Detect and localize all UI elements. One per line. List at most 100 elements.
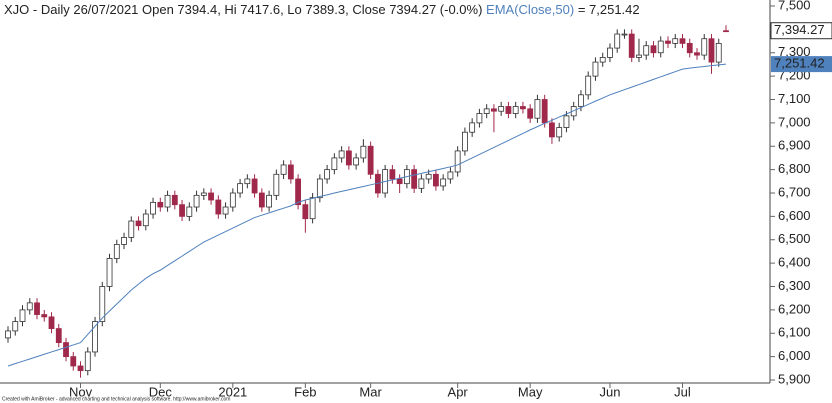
- candle-body: [578, 94, 584, 107]
- candle-body: [150, 201, 156, 215]
- candle-body: [128, 220, 135, 238]
- candle-body: [628, 33, 635, 58]
- candle-body: [324, 169, 331, 180]
- candle-body: [84, 351, 91, 372]
- candle-body: [541, 99, 548, 124]
- y-tick-label: 6,000: [778, 348, 811, 363]
- candle-body: [41, 314, 48, 318]
- ema-line: [7, 63, 727, 367]
- candle-body: [171, 194, 178, 206]
- candle-body: [229, 192, 236, 208]
- candle-body: [338, 150, 345, 159]
- legend-entry: EMA(Close,50): [486, 2, 574, 17]
- legend-value: = 7,251.42: [578, 2, 640, 17]
- candle-body: [287, 164, 294, 180]
- candle-body: [636, 54, 642, 58]
- candle-body: [476, 113, 483, 124]
- candle-body: [215, 199, 222, 215]
- candle-body: [411, 169, 418, 189]
- y-tick-label: 6,300: [778, 278, 811, 293]
- candle-body: [549, 122, 555, 138]
- candle-body: [418, 178, 425, 189]
- candle-body: [331, 157, 338, 171]
- candle-body: [157, 201, 164, 208]
- candle-body: [302, 204, 309, 220]
- candle-body: [353, 157, 360, 166]
- candle-body: [295, 178, 302, 206]
- candle-body: [469, 122, 476, 133]
- candle-body: [12, 321, 19, 332]
- candle-body: [563, 115, 570, 128]
- candle-body: [222, 206, 229, 215]
- candle-body: [200, 192, 207, 196]
- candle-body: [34, 302, 40, 315]
- candle-body: [186, 206, 193, 217]
- candle-body: [367, 145, 374, 175]
- last-value-label: 7,251.42: [774, 56, 825, 71]
- candle-body: [708, 38, 715, 63]
- x-tick-label: Nov: [69, 384, 93, 399]
- candle-body: [48, 316, 55, 329]
- candle-body: [599, 57, 606, 63]
- candle-body: [251, 178, 258, 194]
- y-tick-label: 6,700: [778, 184, 811, 199]
- candle-body: [585, 75, 592, 96]
- y-tick-label: 5,900: [778, 371, 811, 386]
- last-value-box: [771, 56, 832, 73]
- y-tick-label: 6,900: [778, 138, 811, 153]
- y-tick-label: 6,800: [778, 161, 811, 176]
- candle-body: [672, 38, 679, 44]
- y-tick-label: 7,100: [778, 91, 811, 106]
- x-tick-label: Mar: [359, 384, 382, 399]
- y-tick-label: 6,500: [778, 231, 811, 246]
- candle-body: [462, 131, 468, 152]
- candle-body: [142, 213, 149, 227]
- candle-body: [121, 237, 127, 245]
- candle-body: [389, 169, 396, 180]
- x-tick-label: 2021: [218, 384, 247, 399]
- y-tick-label: 6,400: [778, 255, 811, 270]
- candle-body: [208, 192, 214, 201]
- candle-body: [258, 192, 265, 208]
- candle-body: [432, 173, 439, 187]
- candle-body: [106, 258, 113, 287]
- candle-body: [273, 173, 280, 196]
- candle-body: [135, 220, 142, 227]
- candle-body: [63, 342, 69, 358]
- candle-body: [665, 40, 671, 44]
- candle-body: [280, 164, 287, 175]
- candle-body: [99, 286, 106, 322]
- title-text: XJO - Daily 26/07/2021 Open 7394.4, Hi 7…: [4, 2, 482, 17]
- candle-body: [454, 150, 461, 173]
- candle-body: [92, 321, 98, 353]
- candle-body: [483, 108, 490, 114]
- candle-body: [77, 365, 84, 372]
- y-tick-label: 6,200: [778, 301, 811, 316]
- candle-body: [179, 204, 185, 217]
- y-tick-label: 7,000: [778, 114, 811, 129]
- candle-body: [19, 309, 26, 322]
- candle-body: [701, 38, 708, 56]
- candle-body: [26, 302, 33, 311]
- x-tick-label: May: [518, 384, 543, 399]
- candle-body: [723, 30, 729, 33]
- x-tick-label: Apr: [448, 384, 469, 399]
- candle-body: [520, 106, 526, 110]
- x-tick-label: Feb: [294, 384, 316, 399]
- x-tick-label: Jul: [674, 384, 691, 399]
- y-tick-label: 6,100: [778, 325, 811, 340]
- candle-body: [527, 108, 534, 119]
- y-tick-label: 6,600: [778, 208, 811, 223]
- close-label: 7,394.27: [774, 22, 825, 37]
- candle-body: [556, 127, 563, 138]
- candle-body: [534, 99, 541, 119]
- candle-body: [309, 197, 316, 220]
- candle-body: [491, 108, 497, 112]
- candle-body: [193, 194, 200, 208]
- candle-body: [614, 33, 621, 49]
- candle-body: [440, 178, 447, 187]
- y-tick-label: 7,500: [778, 0, 811, 12]
- x-tick-label: Dec: [149, 384, 173, 399]
- candle-body: [345, 150, 352, 166]
